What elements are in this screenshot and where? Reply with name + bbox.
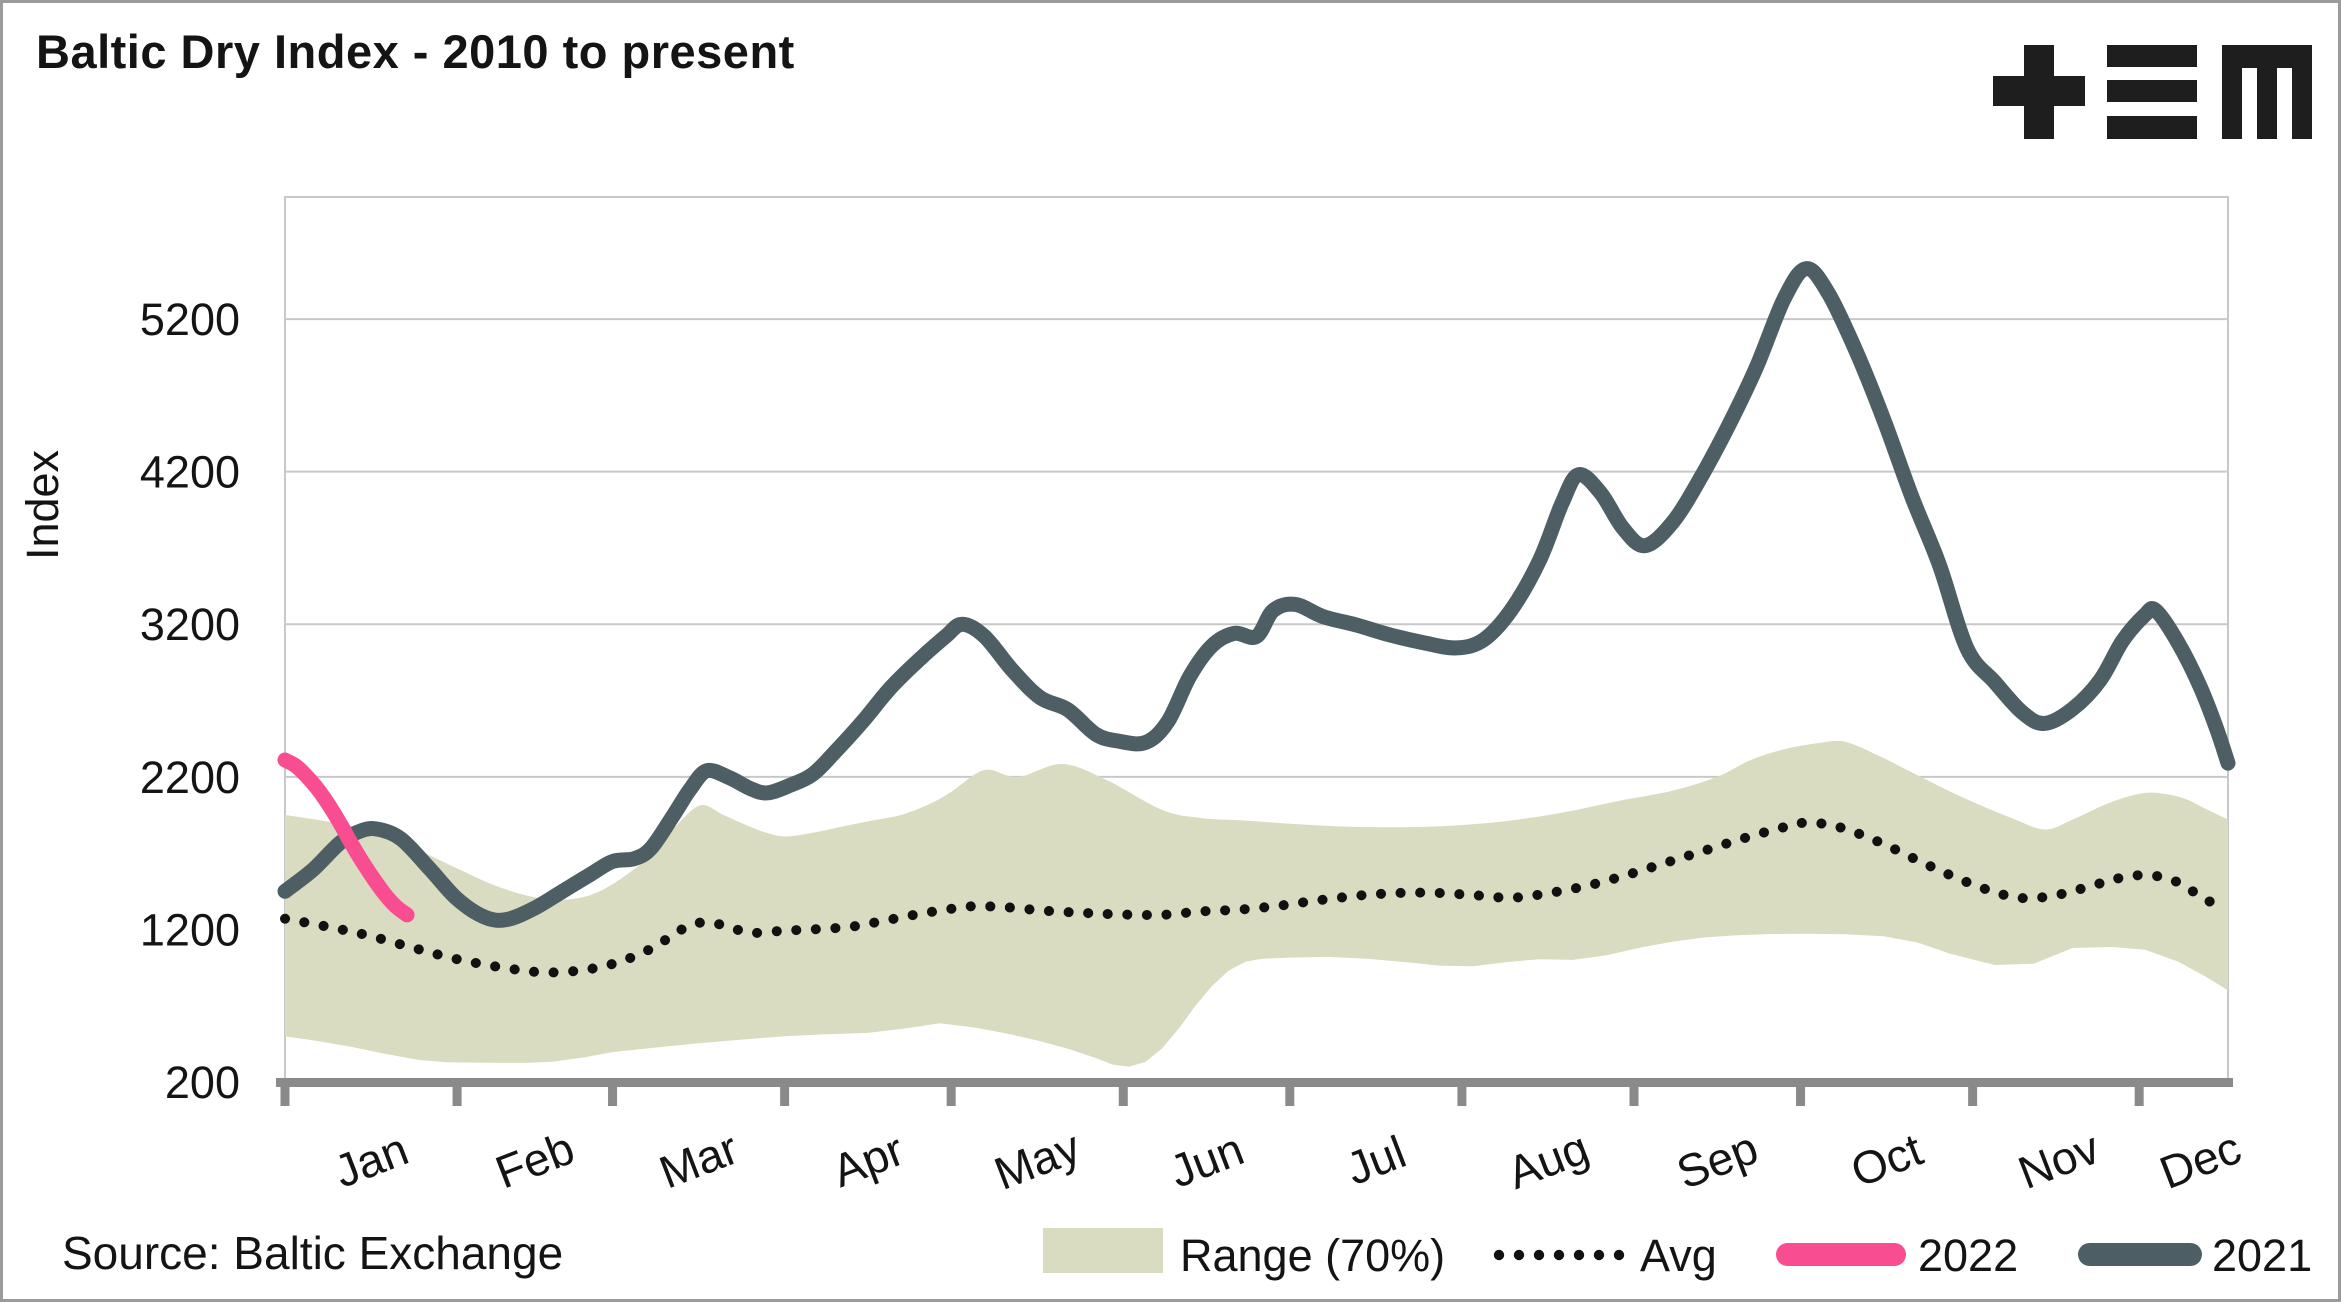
legend-avg-dot <box>1573 1249 1585 1261</box>
x-tick-label: Mar <box>652 1122 745 1199</box>
chart-title: Baltic Dry Index - 2010 to present <box>36 25 795 78</box>
x-tick-label: Feb <box>488 1122 581 1199</box>
bar3-glyph <box>2107 116 2197 139</box>
x-axis-line <box>276 1078 2233 1087</box>
x-tick <box>1629 1078 1639 1106</box>
plot-border <box>284 196 2229 1082</box>
x-tick <box>280 1078 290 1106</box>
y-tick-label: 4200 <box>140 447 240 498</box>
x-tick-label: Dec <box>2153 1121 2248 1199</box>
legend-2022-swatch <box>1776 1243 1906 1266</box>
legend-avg-dotted-sample <box>1493 1249 1625 1261</box>
x-tick-label: Aug <box>1500 1121 1595 1199</box>
x-tick-label: Nov <box>2011 1121 2106 1199</box>
x-tick <box>452 1078 462 1106</box>
y-axis-title: Index <box>17 449 68 560</box>
x-tick-label: Jul <box>1339 1125 1413 1195</box>
y-tick-label: 5200 <box>140 294 240 345</box>
legend-avg-dot <box>1533 1249 1545 1261</box>
legend-2021-swatch <box>2078 1243 2202 1266</box>
y-tick-label: 1200 <box>140 904 240 955</box>
x-tick-label: Oct <box>1844 1123 1930 1197</box>
x-tick <box>946 1078 956 1106</box>
bar2-glyph <box>2107 80 2197 102</box>
x-tick-label: Jan <box>327 1122 415 1197</box>
legend-range-swatch <box>1043 1228 1163 1273</box>
legend-avg-dot <box>1493 1249 1505 1261</box>
legend-avg-label: Avg <box>1640 1230 1717 1281</box>
legend: Range (70%) Avg 2022 2021 <box>0 1224 2341 1294</box>
x-tick <box>1118 1078 1128 1106</box>
line-2021 <box>277 261 2236 928</box>
source-note: Source: Baltic Exchange <box>62 1227 564 1279</box>
y-tick-label: 2200 <box>140 752 240 803</box>
x-tick <box>780 1078 790 1106</box>
plus-glyph <box>1993 45 2085 139</box>
y-tick-label: 3200 <box>140 599 240 650</box>
legend-avg-dot <box>1613 1249 1625 1261</box>
avg-line <box>280 817 2233 978</box>
plus-triple-bar-m-logo-icon <box>1993 45 2312 139</box>
x-tick <box>2134 1078 2144 1106</box>
legend-avg-dot <box>1513 1249 1525 1261</box>
x-tick-label: Sep <box>1670 1121 1765 1199</box>
x-tick-label: May <box>987 1120 1087 1200</box>
x-tick <box>1796 1078 1806 1106</box>
x-tick <box>608 1078 618 1106</box>
x-tick <box>1968 1078 1978 1106</box>
m-glyph <box>2222 45 2312 139</box>
line-2022 <box>277 752 415 923</box>
range-band-area <box>285 740 2228 1067</box>
bar1-glyph <box>2107 45 2197 67</box>
legend-avg-dot <box>1593 1249 1605 1261</box>
x-tick <box>1457 1078 1467 1106</box>
x-tick-label: Jun <box>1163 1122 1251 1197</box>
legend-avg-dot <box>1553 1249 1565 1261</box>
legend-range-label: Range (70%) <box>1180 1230 1446 1281</box>
x-tick-label: Apr <box>825 1123 910 1197</box>
y-tick-label: 200 <box>165 1057 240 1108</box>
legend-2022-label: 2022 <box>1918 1230 2019 1281</box>
x-tick <box>1285 1078 1295 1106</box>
legend-2021-label: 2021 <box>2212 1230 2313 1281</box>
